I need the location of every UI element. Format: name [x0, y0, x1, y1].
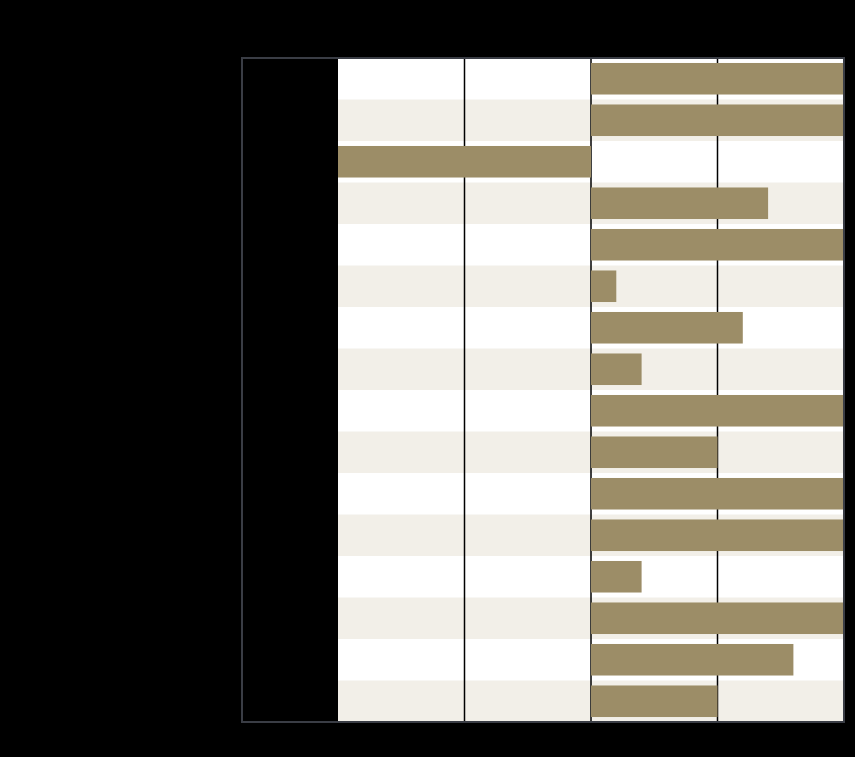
bar — [591, 311, 743, 344]
bar — [591, 270, 617, 303]
bar — [591, 353, 642, 386]
bar — [591, 104, 844, 137]
bar — [591, 643, 794, 676]
bar — [591, 187, 769, 220]
label-panel — [242, 58, 338, 722]
bar — [591, 394, 844, 427]
bar — [591, 477, 844, 510]
plot-frame — [241, 57, 845, 723]
bar — [591, 685, 718, 718]
bar — [591, 436, 718, 469]
bar — [338, 145, 591, 178]
bar — [591, 62, 844, 95]
bar — [591, 602, 844, 635]
bars — [338, 62, 844, 718]
bar — [591, 519, 844, 552]
bar — [591, 228, 844, 261]
bar — [591, 560, 642, 593]
